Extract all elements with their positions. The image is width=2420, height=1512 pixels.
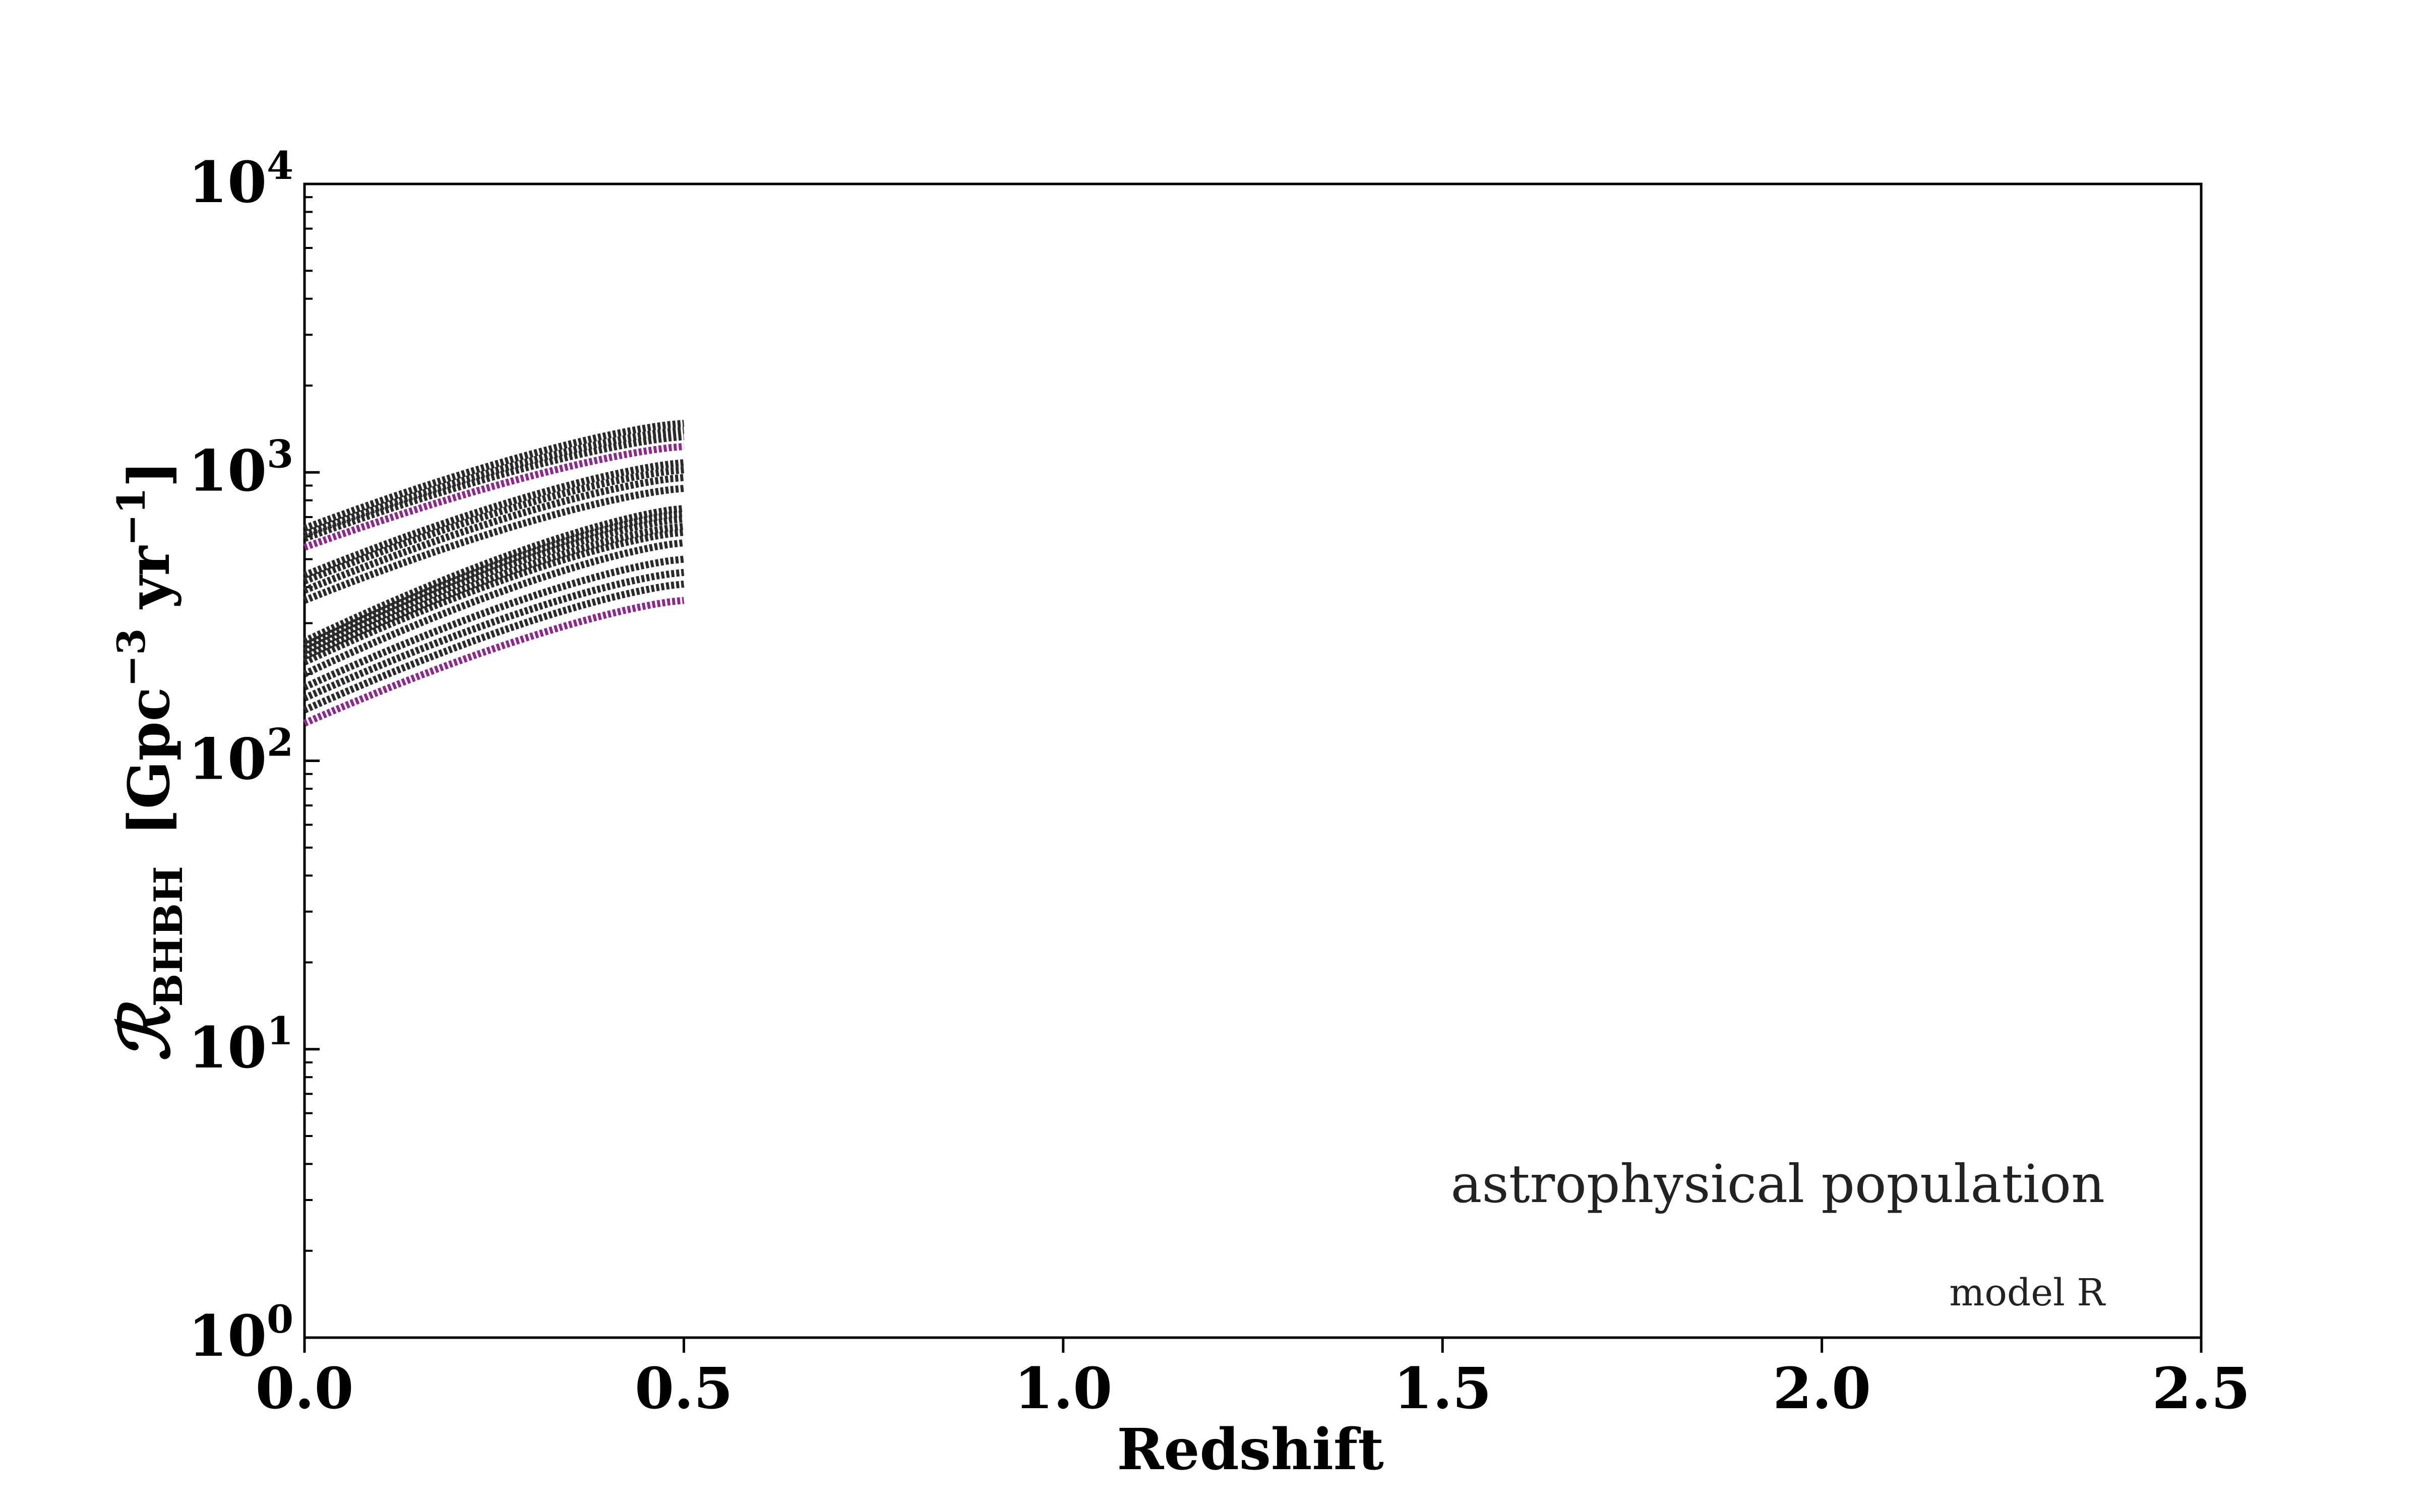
y-tick-base: 10	[188, 150, 267, 216]
y-tick-base: 10	[188, 1303, 267, 1369]
series-line	[303, 569, 685, 702]
series-layer	[303, 419, 685, 727]
x-axis-title: Redshift	[1117, 1417, 1384, 1483]
series-line	[303, 474, 685, 594]
y-axis-unit-exp2: −1	[109, 487, 154, 546]
y-axis-unit-prefix: [Gpc	[116, 687, 183, 836]
y-tick-label: 103	[188, 431, 293, 504]
y-tick-label: 101	[188, 1009, 293, 1081]
annotation-model: model R	[1949, 1271, 2106, 1314]
x-tick-label: 1.0	[1014, 1356, 1112, 1422]
series-line	[303, 433, 685, 542]
series-line	[303, 466, 685, 585]
series-line	[303, 419, 685, 532]
y-tick-exponent: 1	[267, 1009, 293, 1053]
series-line	[303, 523, 685, 660]
series-line	[303, 443, 685, 551]
y-tick-base: 10	[188, 438, 267, 504]
y-axis-unit-suffix: ]	[116, 461, 183, 487]
y-tick-base: 10	[188, 1015, 267, 1081]
y-axis-title: ℛBHBH [Gpc−3 yr−1]	[105, 461, 192, 1061]
y-tick-label: 102	[188, 720, 293, 793]
annotation-population: astrophysical population	[1450, 1153, 2105, 1215]
series-line	[303, 505, 685, 645]
series-line	[303, 426, 685, 538]
y-axis-unit-exp1: −3	[109, 628, 154, 687]
series-line	[303, 515, 685, 655]
series-line	[303, 529, 685, 665]
y-tick-exponent: 0	[267, 1297, 293, 1342]
x-tick-label: 0.5	[635, 1356, 733, 1422]
y-tick-exponent: 4	[267, 143, 293, 188]
y-axis-subscript: BHBH	[146, 866, 192, 1006]
series-line	[303, 580, 685, 714]
series-line	[303, 510, 685, 650]
x-axis-ticks: 0.0 0.5 1.0 1.5 2.0 2.5	[256, 1338, 2251, 1422]
series-line	[303, 539, 685, 677]
y-axis-symbol: ℛ	[105, 1001, 186, 1061]
series-line	[303, 597, 685, 727]
y-tick-base: 10	[188, 727, 267, 793]
y-tick-exponent: 3	[267, 431, 293, 476]
series-line	[303, 459, 685, 579]
y-tick-exponent: 2	[267, 720, 293, 765]
x-tick-label: 2.5	[2152, 1356, 2251, 1422]
x-tick-label: 1.5	[1394, 1356, 1492, 1422]
series-line	[303, 485, 685, 604]
y-tick-label: 104	[188, 143, 293, 216]
x-tick-label: 0.0	[256, 1356, 354, 1422]
y-axis-unit-mid: yr	[116, 545, 183, 628]
y-tick-label: 100	[188, 1297, 293, 1369]
x-tick-label: 2.0	[1773, 1356, 1871, 1422]
